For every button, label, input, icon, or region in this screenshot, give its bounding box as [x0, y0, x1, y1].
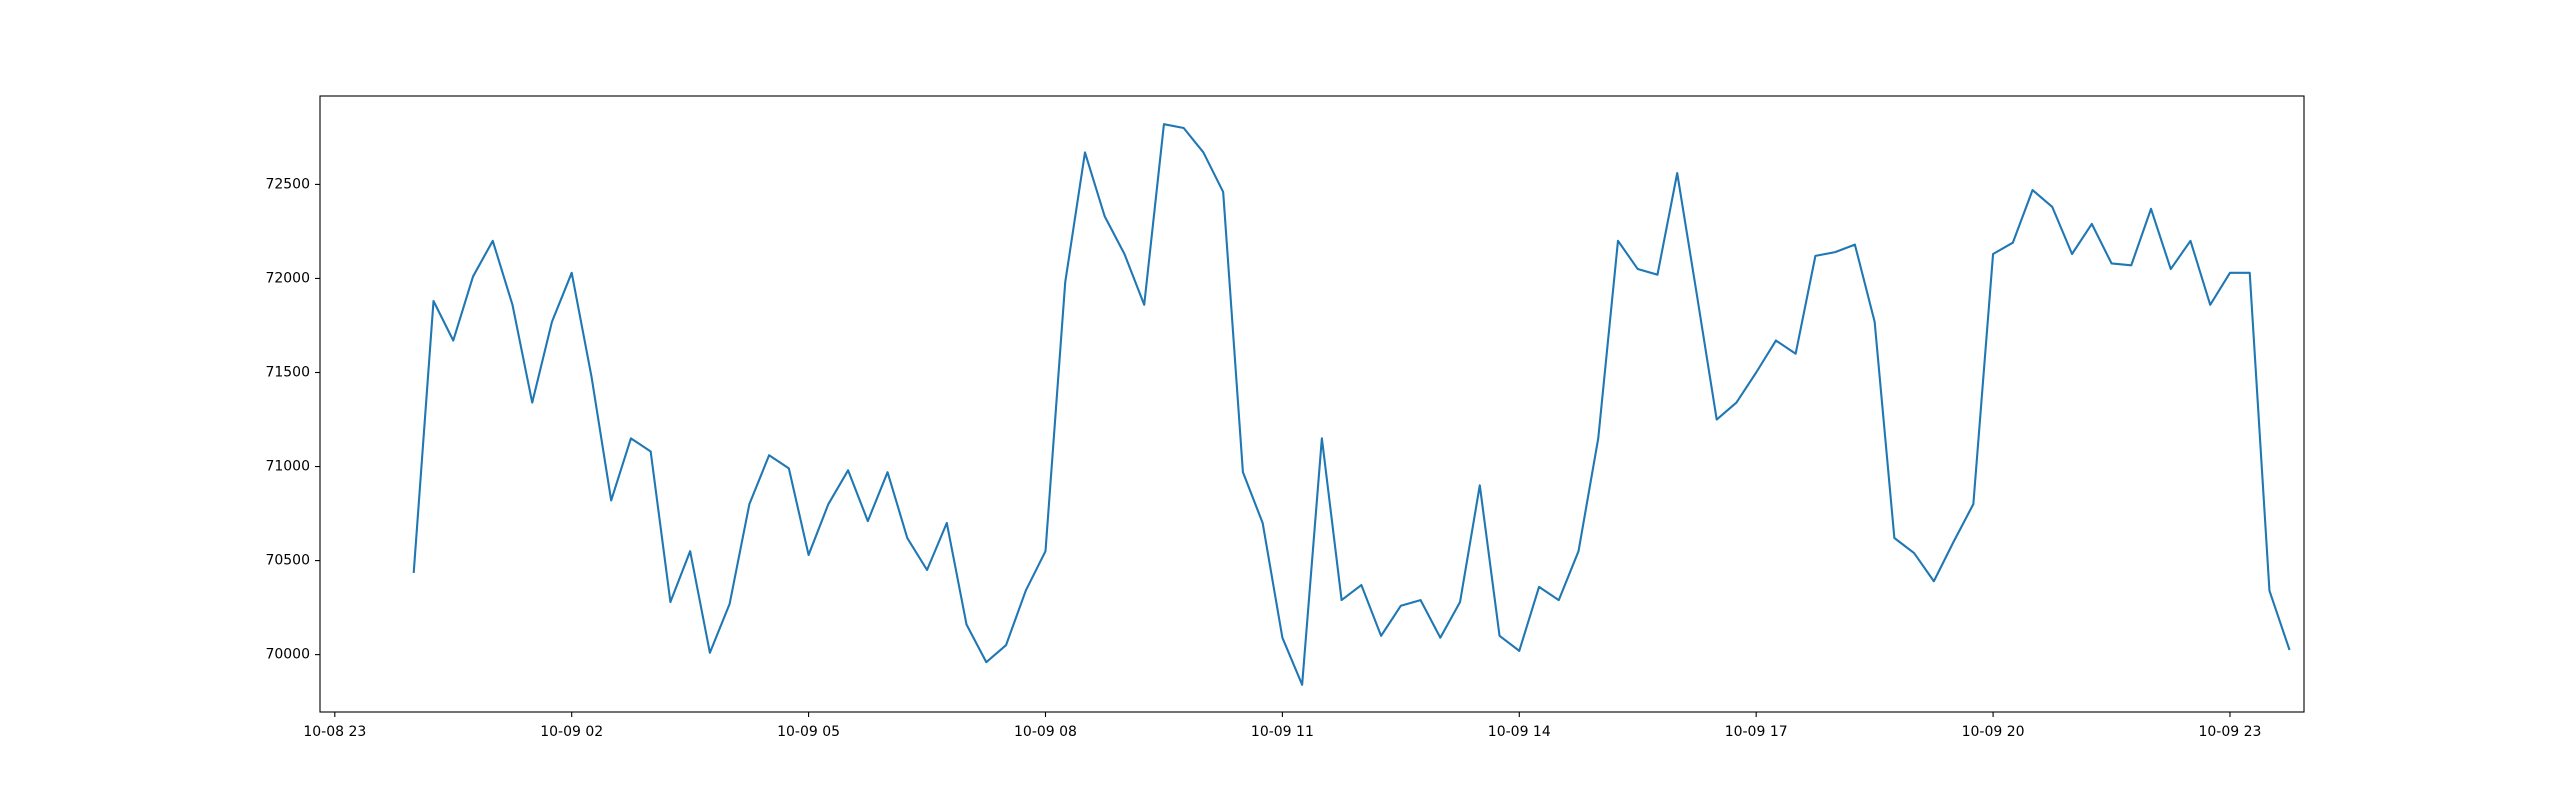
x-tick-label: 10-09 08 — [1014, 724, 1077, 740]
plot-frame — [319, 95, 2305, 713]
x-tick-label: 10-09 11 — [1251, 724, 1314, 740]
y-tick-label: 72000 — [265, 270, 310, 286]
y-tick-label: 71500 — [265, 364, 310, 380]
y-tick-label: 71000 — [265, 459, 310, 475]
x-tick-label: 10-09 17 — [1725, 724, 1788, 740]
y-tick-label: 70000 — [265, 647, 310, 663]
x-tick-label: 10-09 20 — [1962, 724, 2025, 740]
x-tick-label: 10-09 02 — [540, 724, 603, 740]
y-tick-label: 72500 — [265, 176, 310, 192]
data-line — [412, 123, 2291, 686]
x-tick-label: 10-09 14 — [1488, 724, 1551, 740]
x-tick-label: 10-08 23 — [303, 724, 366, 740]
x-tick-label: 10-09 05 — [777, 724, 840, 740]
y-tick-label: 70500 — [265, 553, 310, 569]
x-tick-label: 10-09 23 — [2198, 724, 2261, 740]
